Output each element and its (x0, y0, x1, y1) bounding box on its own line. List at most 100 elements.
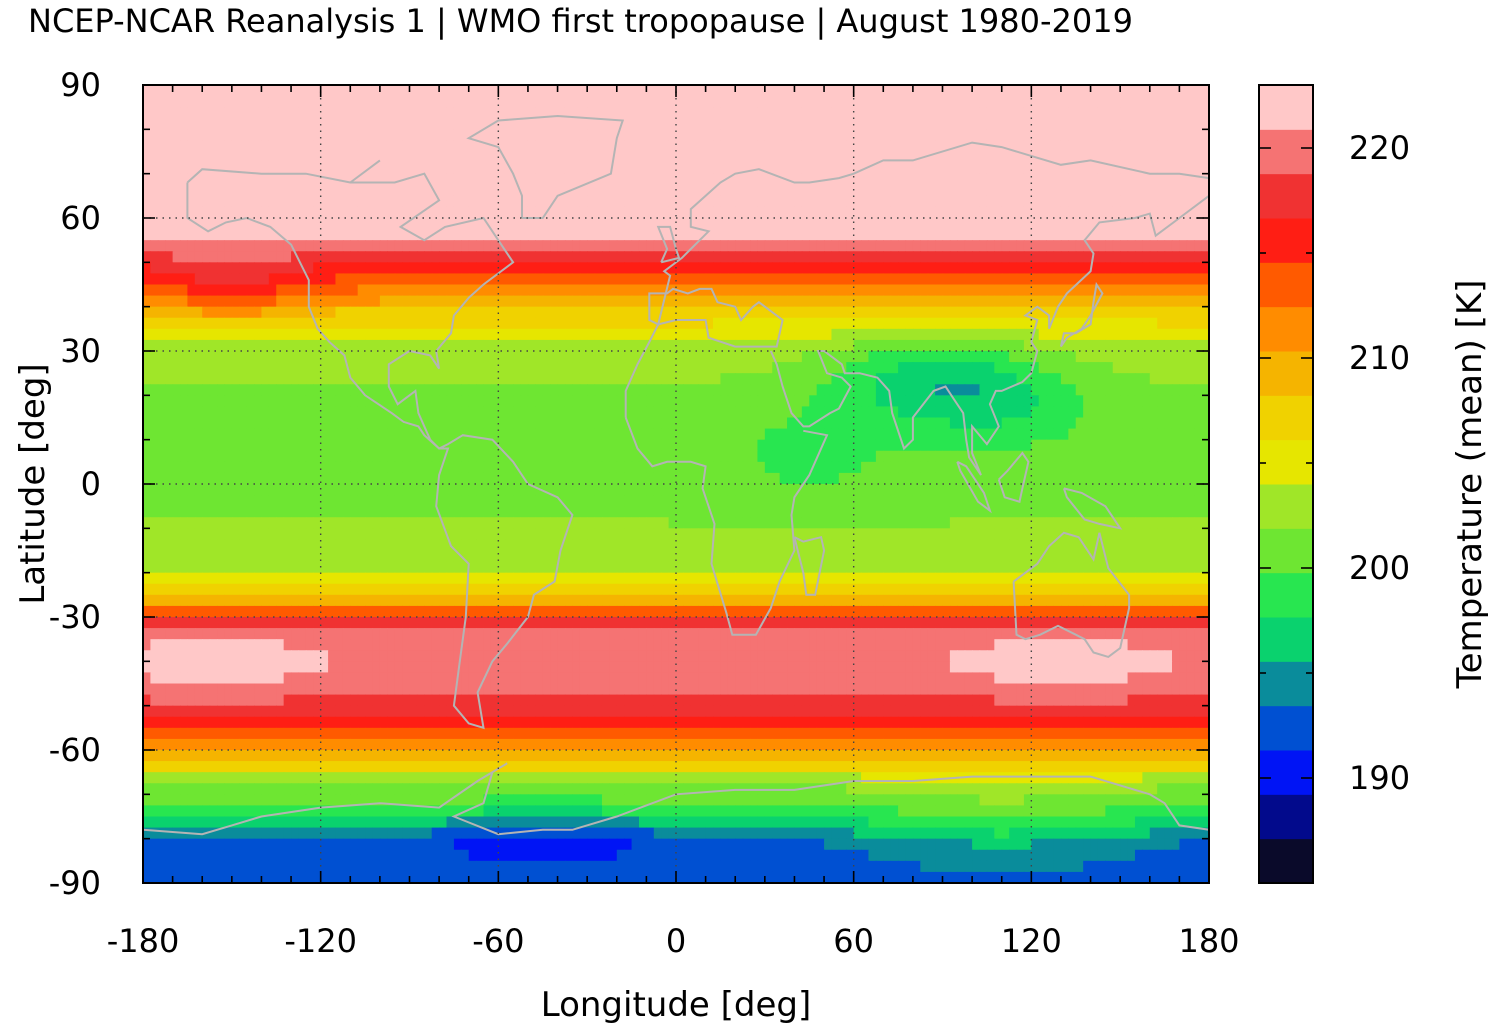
heatmap-cell (431, 295, 440, 308)
heatmap-cell (1001, 229, 1010, 241)
heatmap-cell (920, 129, 929, 142)
heatmap-cell (1075, 384, 1084, 396)
heatmap-cell (683, 417, 692, 430)
heatmap-cell (542, 328, 551, 341)
heatmap-cell (202, 129, 211, 142)
heatmap-cell (794, 417, 803, 430)
heatmap-cell (439, 251, 448, 263)
heatmap-cell (291, 317, 300, 330)
heatmap-cell (246, 162, 255, 175)
heatmap-cell (268, 140, 277, 153)
heatmap-cell (824, 251, 833, 263)
heatmap-cell (372, 461, 381, 474)
heatmap-cell (1201, 229, 1210, 241)
heatmap-cell (638, 107, 647, 119)
heatmap-cell (527, 251, 536, 263)
heatmap-cell (875, 428, 884, 441)
heatmap-cell (379, 417, 388, 430)
heatmap-cell (246, 251, 255, 263)
heatmap-cell (809, 195, 818, 208)
heatmap-cell (342, 373, 351, 385)
heatmap-cell (646, 428, 655, 441)
heatmap-cell (1120, 218, 1129, 230)
heatmap-cell (646, 262, 655, 275)
heatmap-cell (1164, 129, 1173, 142)
heatmap-cell (1127, 129, 1136, 142)
heatmap-cell (202, 339, 211, 352)
heatmap-cell (616, 406, 625, 419)
heatmap-cell (853, 295, 862, 308)
heatmap-cell (342, 184, 351, 197)
heatmap-cell (631, 162, 640, 175)
heatmap-cell (313, 284, 322, 297)
heatmap-cell (498, 461, 507, 474)
heatmap-cell (513, 118, 522, 130)
heatmap-cell (764, 229, 773, 241)
heatmap-cell (143, 140, 151, 153)
heatmap-cell (461, 273, 470, 286)
heatmap-cell (1068, 395, 1077, 408)
heatmap-cell (1097, 206, 1106, 219)
heatmap-cell (194, 384, 203, 396)
heatmap-cell (283, 428, 292, 441)
heatmap-cell (1120, 184, 1129, 197)
heatmap-cell (379, 184, 388, 197)
heatmap-cell (676, 118, 684, 130)
heatmap-cell (957, 439, 966, 452)
heatmap-cell (994, 184, 1003, 197)
heatmap-cell (1031, 417, 1040, 430)
heatmap-cell (764, 384, 773, 396)
heatmap-cell (276, 96, 285, 108)
heatmap-cell (698, 251, 707, 263)
heatmap-cell (291, 295, 300, 308)
heatmap-cell (831, 218, 840, 230)
heatmap-cell (239, 384, 248, 396)
heatmap-cell (328, 151, 337, 164)
heatmap-cell (898, 96, 907, 108)
heatmap-cell (305, 173, 314, 186)
heatmap-cell (875, 395, 884, 408)
heatmap-cell (624, 428, 633, 441)
heatmap-cell (972, 317, 981, 330)
heatmap-cell (1201, 96, 1210, 108)
heatmap-cell (957, 395, 966, 408)
heatmap-cell (764, 461, 773, 474)
heatmap-cell (972, 417, 981, 430)
heatmap-cell (957, 328, 966, 341)
heatmap-cell (1053, 251, 1062, 263)
heatmap-cell (357, 428, 366, 441)
heatmap-cell (1009, 362, 1018, 374)
heatmap-cell (527, 218, 536, 230)
heatmap-cell (1127, 184, 1136, 197)
heatmap-cell (1001, 251, 1010, 263)
heatmap-cell (949, 218, 958, 230)
heatmap-cell (898, 328, 907, 341)
heatmap-cell (513, 273, 522, 286)
heatmap-cell (1157, 351, 1166, 363)
heatmap-cell (631, 151, 640, 164)
heatmap-cell (1053, 118, 1062, 130)
heatmap-cell (824, 96, 833, 108)
heatmap-cell (1068, 206, 1077, 219)
heatmap-cell (1194, 96, 1203, 108)
heatmap-cell (476, 96, 485, 108)
heatmap-cell (372, 140, 381, 153)
heatmap-cell (172, 173, 181, 186)
heatmap-cell (180, 306, 189, 319)
heatmap-cell (254, 229, 263, 241)
heatmap-cell (631, 384, 640, 396)
heatmap-cell (305, 85, 314, 97)
heatmap-cell (720, 262, 729, 275)
heatmap-cell (683, 162, 692, 175)
heatmap-cell (816, 151, 825, 164)
heatmap-cell (453, 251, 462, 263)
heatmap-cell (757, 273, 766, 286)
heatmap-cell (1164, 273, 1173, 286)
heatmap-cell (735, 306, 744, 319)
heatmap-cell (1001, 450, 1010, 463)
heatmap-cell (698, 351, 707, 363)
heatmap-cell (905, 450, 914, 463)
heatmap-cell (505, 317, 514, 330)
heatmap-cell (468, 107, 477, 119)
heatmap-cell (905, 218, 914, 230)
